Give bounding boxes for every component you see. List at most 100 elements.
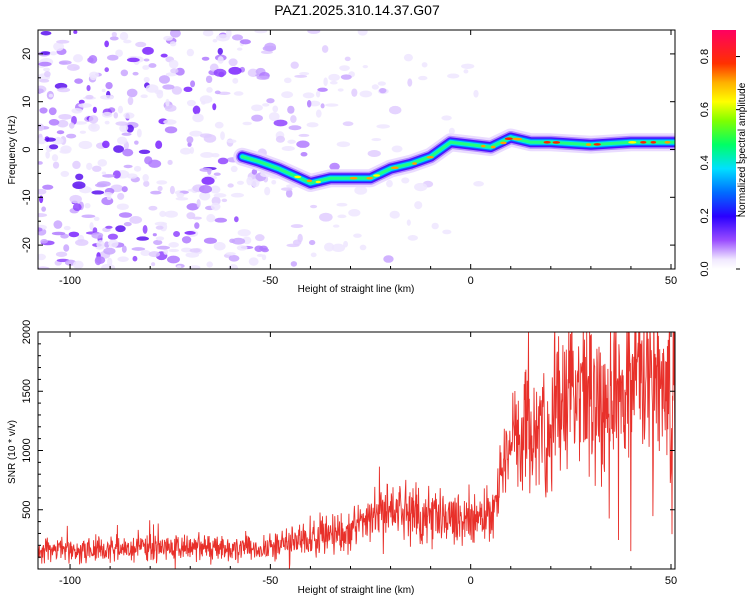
noise-blob xyxy=(285,189,293,198)
noise-blob xyxy=(143,180,150,187)
ridge-peak xyxy=(500,141,507,145)
noise-blob xyxy=(287,105,295,114)
x-tick-label: -100 xyxy=(59,575,81,587)
noise-blob xyxy=(143,58,150,62)
noise-blob xyxy=(104,120,110,125)
noise-blob xyxy=(212,103,217,111)
noise-blob xyxy=(167,159,173,166)
noise-blob xyxy=(88,55,98,64)
noise-blob xyxy=(101,263,116,269)
noise-blob xyxy=(164,104,177,112)
noise-blob xyxy=(122,148,134,157)
noise-blob xyxy=(160,53,168,58)
noise-blob xyxy=(150,190,162,195)
noise-blob xyxy=(72,203,82,212)
noise-blob xyxy=(255,234,265,242)
noise-blob xyxy=(101,88,106,93)
noise-blob xyxy=(151,262,156,267)
noise-blob xyxy=(401,177,410,184)
noise-blob xyxy=(118,212,133,218)
noise-blob xyxy=(239,39,251,45)
noise-blob xyxy=(315,109,322,118)
noise-blob xyxy=(138,149,151,154)
noise-blob xyxy=(123,164,133,169)
noise-blob xyxy=(357,30,368,36)
noise-blob xyxy=(38,213,48,218)
noise-blob xyxy=(188,265,201,269)
noise-blob xyxy=(234,216,239,223)
noise-blob xyxy=(134,140,139,145)
noise-blob xyxy=(388,105,402,115)
noise-blob xyxy=(126,173,138,179)
noise-blob xyxy=(386,179,393,188)
snr-panel: -100 -50 0 50 500 1000 1500 2000 Height of stra… xyxy=(7,320,677,596)
noise-blob xyxy=(210,202,221,211)
noise-blob xyxy=(383,255,394,263)
noise-blob xyxy=(206,86,213,93)
y-tick-label: -10 xyxy=(21,189,33,205)
noise-blob xyxy=(321,45,329,53)
noise-blob xyxy=(88,115,99,124)
noise-blob xyxy=(256,75,270,80)
noise-blob xyxy=(275,135,285,143)
noise-blob xyxy=(297,233,303,243)
noise-blob xyxy=(228,66,242,75)
noise-blob xyxy=(337,88,344,92)
noise-blob xyxy=(272,105,279,113)
noise-blob xyxy=(337,214,347,219)
noise-blob xyxy=(329,162,340,171)
x-tick-label: 50 xyxy=(665,275,677,287)
noise-blob xyxy=(262,45,277,52)
ridge-peak xyxy=(491,145,496,149)
noise-blob xyxy=(173,230,181,237)
noise-blob xyxy=(215,34,230,42)
spectrogram-x-label: Height of straight line (km) xyxy=(298,284,415,295)
noise-blob xyxy=(96,181,111,187)
noise-blob xyxy=(38,188,47,195)
noise-blob xyxy=(236,180,245,185)
noise-blob xyxy=(213,241,226,251)
noise-blob xyxy=(135,41,147,48)
noise-blob xyxy=(367,150,381,158)
noise-blob xyxy=(317,87,328,92)
noise-blob xyxy=(206,214,216,223)
noise-blob xyxy=(192,113,204,123)
noise-blob xyxy=(199,191,211,201)
noise-blob xyxy=(441,115,452,121)
noise-blob xyxy=(117,192,125,200)
noise-blob xyxy=(186,99,196,107)
noise-blob xyxy=(306,122,319,128)
ridge-peak xyxy=(373,174,381,177)
noise-blob xyxy=(175,197,189,201)
noise-blob xyxy=(254,245,264,252)
noise-blob xyxy=(217,91,231,95)
snr-x-label: Height of straight line (km) xyxy=(298,585,415,596)
noise-blob xyxy=(298,133,310,137)
noise-blob xyxy=(78,103,92,108)
noise-blob xyxy=(186,48,195,57)
noise-blob xyxy=(108,239,119,248)
noise-blob xyxy=(48,119,60,126)
noise-blob xyxy=(100,94,114,100)
noise-blob xyxy=(290,261,298,267)
noise-blob xyxy=(180,147,192,155)
noise-blob xyxy=(40,31,52,36)
noise-blob xyxy=(168,242,179,248)
noise-blob xyxy=(126,57,140,63)
noise-blob xyxy=(288,125,302,131)
noise-blob xyxy=(101,111,113,118)
noise-blob xyxy=(414,201,423,210)
noise-blob xyxy=(86,84,91,92)
noise-blob xyxy=(308,240,316,246)
noise-blob xyxy=(310,252,317,258)
noise-blob xyxy=(75,239,89,246)
noise-blob xyxy=(145,84,159,93)
noise-blob xyxy=(176,265,182,269)
noise-blob xyxy=(78,99,85,105)
ridge-peak xyxy=(640,141,647,144)
noise-blob xyxy=(85,94,94,100)
noise-blob xyxy=(213,68,227,77)
noise-blob xyxy=(307,30,321,34)
noise-blob xyxy=(60,170,70,178)
noise-blob xyxy=(133,165,142,172)
